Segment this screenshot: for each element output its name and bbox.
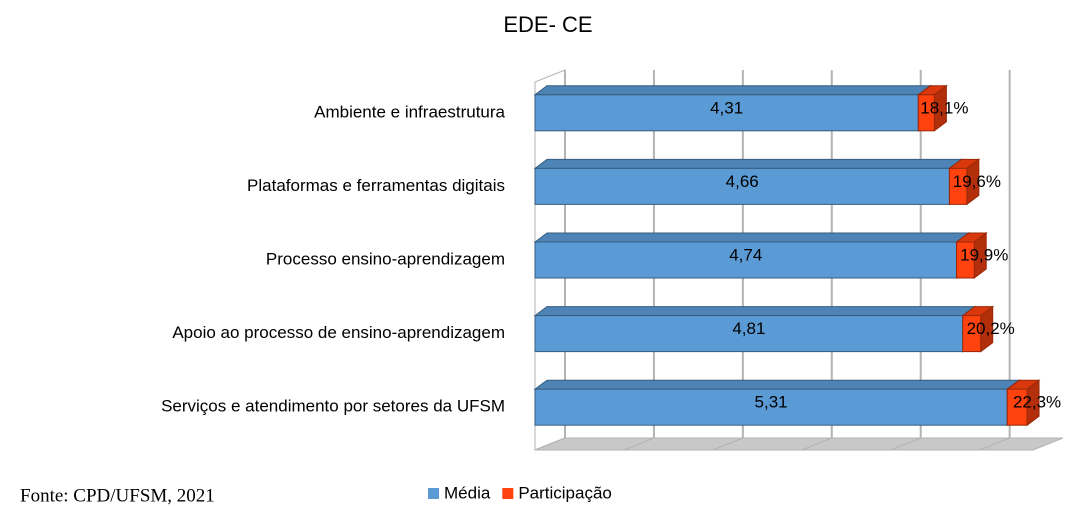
bar	[948, 167, 968, 205]
source-note: Fonte: CPD/UFSM, 2021	[20, 485, 215, 506]
bar	[962, 315, 982, 353]
legend-swatch	[502, 488, 514, 499]
data-label: 4,81	[732, 319, 765, 338]
data-label: 18,1%	[920, 98, 968, 117]
chart-title: EDE- CE	[503, 12, 592, 37]
data-label: 19,9%	[960, 245, 1008, 264]
y-tick-label: Serviços e atendimento por setores da UF…	[161, 397, 505, 416]
floor-grid-line	[979, 437, 1010, 451]
bar	[534, 167, 950, 205]
floor-grid-line	[623, 437, 655, 451]
data-label: 4,74	[729, 245, 762, 264]
y-tick-label: Ambiente e infraestrutura	[314, 102, 505, 121]
bar-top	[533, 232, 971, 243]
bar	[1006, 388, 1028, 426]
bar-top	[533, 306, 977, 317]
legend-swatch	[428, 488, 439, 499]
bar	[534, 241, 958, 279]
bar	[534, 388, 1008, 426]
bar	[956, 241, 975, 279]
floor-grid-line	[534, 437, 566, 451]
legend-label: Média	[444, 483, 491, 502]
legend-label: Participação	[518, 483, 612, 502]
y-tick-label: Plataformas e ferramentas digitais	[247, 176, 505, 195]
floor-grid-line	[801, 437, 832, 451]
data-label: 4,66	[726, 172, 759, 191]
data-label: 19,6%	[953, 172, 1001, 191]
bar	[534, 315, 964, 353]
data-label: 22,3%	[1013, 393, 1061, 412]
bar-top	[533, 379, 1021, 390]
y-tick-label: Apoio ao processo de ensino-aprendizagem	[172, 323, 505, 342]
floor-grid-line	[890, 437, 921, 451]
bar-top	[533, 158, 963, 169]
floor-grid-line	[712, 437, 744, 451]
data-label: 20,2%	[967, 319, 1015, 338]
bar	[534, 94, 919, 132]
data-label: 5,31	[755, 393, 788, 412]
bar-top	[533, 85, 932, 96]
bar	[917, 94, 935, 132]
y-tick-label: Processo ensino-aprendizagem	[266, 249, 505, 268]
data-label: 4,31	[710, 98, 743, 117]
